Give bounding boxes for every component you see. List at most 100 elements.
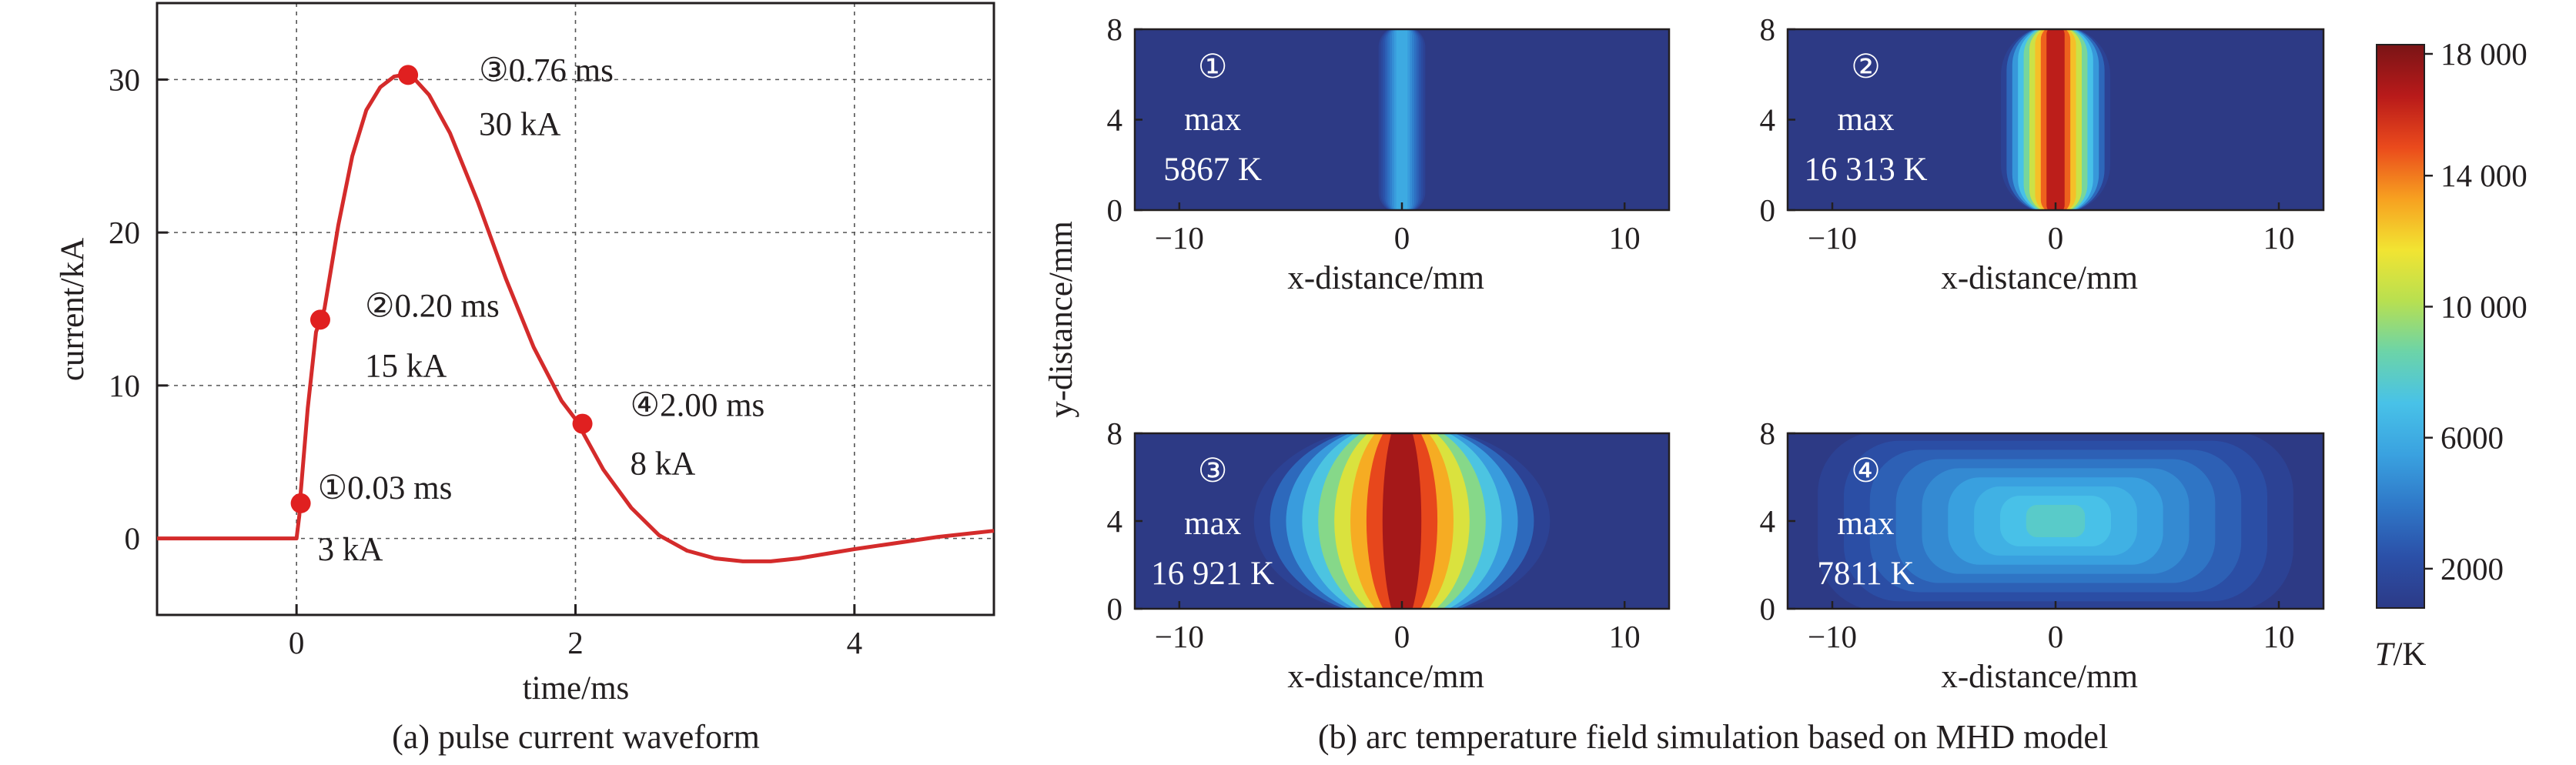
marker-1-time-label: ①0.03 ms <box>318 470 453 506</box>
field-arc-shape <box>1378 29 1426 210</box>
field-1-number: ② <box>1851 49 1881 85</box>
colorbar-tick-label: 10 000 <box>2441 289 2527 324</box>
field-xlabel: x-distance/mm <box>1941 260 2138 296</box>
marker-2-time: 0.20 ms <box>395 288 500 324</box>
temperature-field-3: ③ max 16 921 K −10 0 10 0 4 8 x-distance/mm <box>1107 416 1671 695</box>
field-contour <box>2046 29 2065 210</box>
marker-3-number: ③ <box>479 52 509 89</box>
waveform-markers: ①0.03 ms 3 kA ②0.20 ms 15 kA ③0.76 ms 30 kA ④2… <box>290 52 765 568</box>
temperature-field-panel: ② max 16 313 K −10 0 10 0 4 8 x-distance/mm ① max 58… <box>1043 12 2527 756</box>
waveform-marker-2 <box>309 309 330 330</box>
field-ytick-label: 8 <box>1760 12 1776 47</box>
waveform-xlabel: time/ms <box>523 670 630 707</box>
field-xtick-label: 10 <box>2263 220 2295 256</box>
waveform-ytick-label: 30 <box>109 62 140 97</box>
field-ytick-label: 8 <box>1107 12 1123 47</box>
field-ytick-label: 8 <box>1760 416 1776 451</box>
field-xlabel: x-distance/mm <box>1287 659 1484 695</box>
colorbar-scale <box>2376 44 2425 609</box>
field-ytick-label: 0 <box>1107 192 1123 228</box>
temperature-field-2: ① max 5867 K −10 0 10 0 4 8 x-distance/mm <box>1107 12 1671 296</box>
waveform-caption: (a) pulse current waveform <box>392 718 760 756</box>
field-xtick-label: 10 <box>2263 619 2295 654</box>
field-xtick-label: 10 <box>1609 220 1641 256</box>
marker-3-time-label: ③0.76 ms <box>479 52 614 89</box>
field-ytick-label: 4 <box>1760 102 1776 138</box>
marker-4-current-label: 8 kA <box>631 446 696 483</box>
waveform-marker-3 <box>398 65 419 85</box>
field-arc-shape <box>1818 433 2293 609</box>
colorbar: 2000 6000 10 000 14 000 18 000 T/K <box>2375 36 2527 673</box>
field-4-max-value: 7811 K <box>1817 556 1914 592</box>
waveform-marker-1 <box>290 493 311 513</box>
field-ytick-label: 0 <box>1760 591 1776 626</box>
field-contour <box>2026 504 2086 538</box>
field-ytick-label: 0 <box>1760 192 1776 228</box>
waveform-ytick-label: 0 <box>125 521 141 556</box>
waveform-panel: 0 2 4 0 10 20 30 ①0.03 ms 3 kA ②0.20 ms 15 kA ③0.7… <box>55 2 995 756</box>
waveform-xtick-label: 2 <box>567 625 584 660</box>
marker-2-number: ② <box>365 288 395 324</box>
colorbar-tick-label: 14 000 <box>2441 158 2527 193</box>
field-xtick-label: 0 <box>1394 619 1410 654</box>
field-xtick-label: −10 <box>1808 220 1857 256</box>
field-ytick-label: 4 <box>1107 503 1123 539</box>
marker-4-number: ④ <box>631 388 661 424</box>
colorbar-tick-label: 18 000 <box>2441 36 2527 72</box>
colorbar-tick-label: 6000 <box>2441 420 2504 456</box>
waveform-xtick-label: 0 <box>289 625 305 660</box>
field-ytick-label: 8 <box>1107 416 1123 451</box>
field-ytick-label: 4 <box>1107 102 1123 138</box>
marker-2-time-label: ②0.20 ms <box>365 288 500 324</box>
waveform-ytick-label: 20 <box>109 215 140 250</box>
marker-1-time: 0.03 ms <box>347 470 452 506</box>
waveform-xtick-label: 4 <box>847 625 863 660</box>
marker-4-time: 2.00 ms <box>660 388 764 424</box>
temperature-caption: (b) arc temperature field simulation bas… <box>1318 718 2108 756</box>
field-arc-shape <box>1253 433 1551 609</box>
field-3-number: ③ <box>1198 453 1228 489</box>
field-4-number: ④ <box>1851 453 1881 489</box>
colorbar-ticks: 2000 6000 10 000 14 000 18 000 <box>2424 36 2527 586</box>
marker-3-current-label: 30 kA <box>479 106 560 142</box>
field-xlabel: x-distance/mm <box>1287 260 1484 296</box>
field-xtick-label: 10 <box>1609 619 1641 654</box>
field-xtick-label: 0 <box>2048 619 2064 654</box>
field-xtick-label: 0 <box>2048 220 2064 256</box>
waveform-line <box>157 72 995 563</box>
field-xtick-label: −10 <box>1808 619 1857 654</box>
field-2-max-label: max <box>1184 102 1241 138</box>
field-2-number: ① <box>1198 49 1228 85</box>
field-contour <box>1396 29 1408 210</box>
field-xtick-label: −10 <box>1155 220 1204 256</box>
colorbar-label: T/K <box>2375 636 2427 673</box>
temperature-fields: ② max 16 313 K −10 0 10 0 4 8 x-distance/mm ① max 58… <box>1107 12 2325 695</box>
waveform-ylabel: current/kA <box>55 238 91 381</box>
field-1-max-label: max <box>1837 102 1894 138</box>
field-arc-shape <box>2000 29 2111 210</box>
field-4-max-label: max <box>1837 506 1894 542</box>
waveform-ytick-label: 10 <box>109 368 140 403</box>
field-ytick-label: 4 <box>1760 503 1776 539</box>
temperature-ylabel: y-distance/mm <box>1043 221 1079 418</box>
marker-1-current-label: 3 kA <box>318 532 383 568</box>
waveform-grid <box>157 3 994 615</box>
marker-2-current-label: 15 kA <box>365 348 447 384</box>
field-2-max-value: 5867 K <box>1163 152 1262 188</box>
temperature-field-4: ④ max 7811 K −10 0 10 0 4 8 x-distance/mm <box>1760 416 2325 695</box>
field-xtick-label: 0 <box>1394 220 1410 256</box>
marker-3-time: 0.76 ms <box>509 52 614 89</box>
field-1-max-value: 16 313 K <box>1804 152 1927 188</box>
marker-4-time-label: ④2.00 ms <box>631 388 765 424</box>
waveform-ticks: 0 2 4 0 10 20 30 <box>109 62 862 660</box>
field-xlabel: x-distance/mm <box>1941 659 2138 695</box>
field-ytick-label: 0 <box>1107 591 1123 626</box>
temperature-field-1: ② max 16 313 K −10 0 10 0 4 8 x-distance/mm <box>1760 12 2325 296</box>
colorbar-tick-label: 2000 <box>2441 551 2504 586</box>
field-3-max-value: 16 921 K <box>1151 556 1274 592</box>
marker-1-number: ① <box>318 470 348 506</box>
waveform-marker-4 <box>572 413 593 434</box>
field-xtick-label: −10 <box>1155 619 1204 654</box>
field-3-max-label: max <box>1184 506 1241 542</box>
